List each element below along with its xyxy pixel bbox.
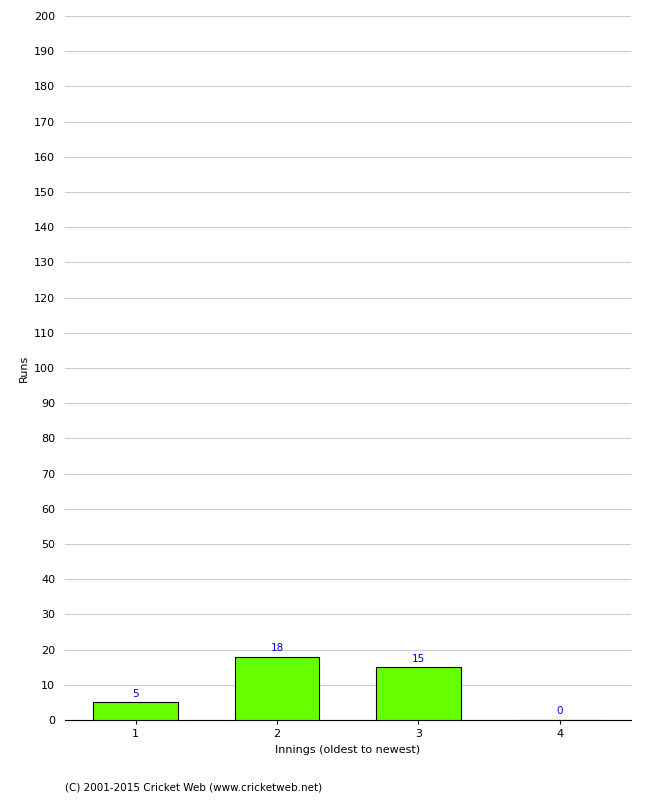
Text: (C) 2001-2015 Cricket Web (www.cricketweb.net): (C) 2001-2015 Cricket Web (www.cricketwe… <box>65 782 322 792</box>
Text: 0: 0 <box>556 706 563 717</box>
Bar <box>376 667 461 720</box>
Text: 5: 5 <box>133 689 139 699</box>
Y-axis label: Runs: Runs <box>19 354 29 382</box>
Text: 18: 18 <box>270 643 283 653</box>
Bar <box>94 702 178 720</box>
Bar <box>235 657 319 720</box>
X-axis label: Innings (oldest to newest): Innings (oldest to newest) <box>275 745 421 754</box>
Text: 15: 15 <box>412 654 425 664</box>
